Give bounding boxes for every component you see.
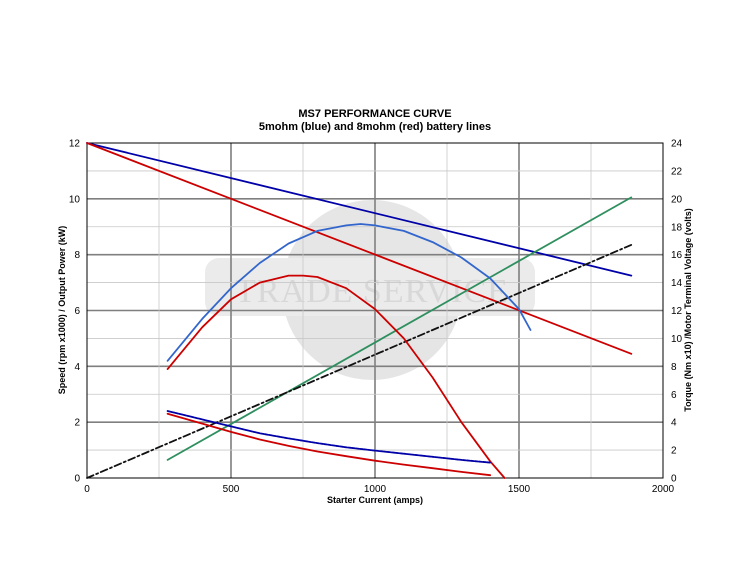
y-tick-label-left: 8 bbox=[74, 250, 80, 261]
y-tick-label-left: 6 bbox=[74, 306, 80, 317]
y-tick-label-right: 14 bbox=[671, 278, 683, 289]
y-tick-label-right: 8 bbox=[671, 362, 677, 373]
series-line-4 bbox=[86, 243, 633, 479]
tick-labels: 0 500 1000 1500 2000024681012024681012141618… bbox=[69, 139, 683, 496]
y-tick-label-right: 20 bbox=[671, 194, 683, 205]
series-line-3 bbox=[166, 196, 633, 461]
y-axis-label-right: Torque (Nm x10) /Motor Terminal Voltage … bbox=[683, 208, 693, 412]
y-tick-label-right: 18 bbox=[671, 222, 683, 233]
series-line-8 bbox=[166, 412, 492, 477]
plot-frame bbox=[86, 142, 664, 479]
y-tick-label-left: 10 bbox=[69, 194, 81, 205]
watermark-text: TRADE SERVICE bbox=[235, 273, 509, 310]
x-tick-label: 1000 bbox=[364, 484, 387, 495]
series-line-6 bbox=[166, 274, 506, 479]
y-tick-label-right: 16 bbox=[671, 250, 683, 261]
chart-subtitle: 5mohm (blue) and 8mohm (red) battery lin… bbox=[259, 121, 491, 133]
y-tick-label-left: 4 bbox=[74, 362, 80, 373]
series-line-1 bbox=[86, 142, 633, 277]
y-tick-label-right: 24 bbox=[671, 139, 683, 150]
chart-title: MS7 PERFORMANCE CURVE bbox=[298, 108, 451, 120]
watermark: TRADE SERVICE bbox=[205, 200, 535, 380]
series-line-2 bbox=[86, 142, 633, 355]
x-tick-label: 1500 bbox=[508, 484, 531, 495]
x-tick-label: 500 bbox=[223, 484, 240, 495]
y-tick-label-left: 2 bbox=[74, 418, 80, 429]
y-tick-label-right: 10 bbox=[671, 334, 683, 345]
y-tick-label-left: 12 bbox=[69, 139, 81, 150]
y-tick-label-left: 0 bbox=[74, 474, 80, 485]
series-layer bbox=[86, 142, 633, 479]
y-tick-label-right: 2 bbox=[671, 446, 677, 457]
grid bbox=[87, 143, 663, 478]
x-tick-label: 2000 bbox=[652, 484, 675, 495]
y-axis-label-left: Speed (rpm x1000) / Output Power (kW) bbox=[57, 226, 67, 395]
y-tick-label-right: 12 bbox=[671, 306, 683, 317]
y-tick-label-right: 0 bbox=[671, 474, 677, 485]
series-line-7 bbox=[166, 410, 492, 464]
x-axis-label: Starter Current (amps) bbox=[327, 495, 423, 505]
y-tick-label-right: 4 bbox=[671, 418, 677, 429]
series-line-5 bbox=[166, 223, 532, 362]
y-tick-label-right: 6 bbox=[671, 390, 677, 401]
watermark-banner bbox=[205, 258, 535, 316]
y-tick-label-right: 22 bbox=[671, 166, 683, 177]
x-tick-label: 0 bbox=[84, 484, 90, 495]
